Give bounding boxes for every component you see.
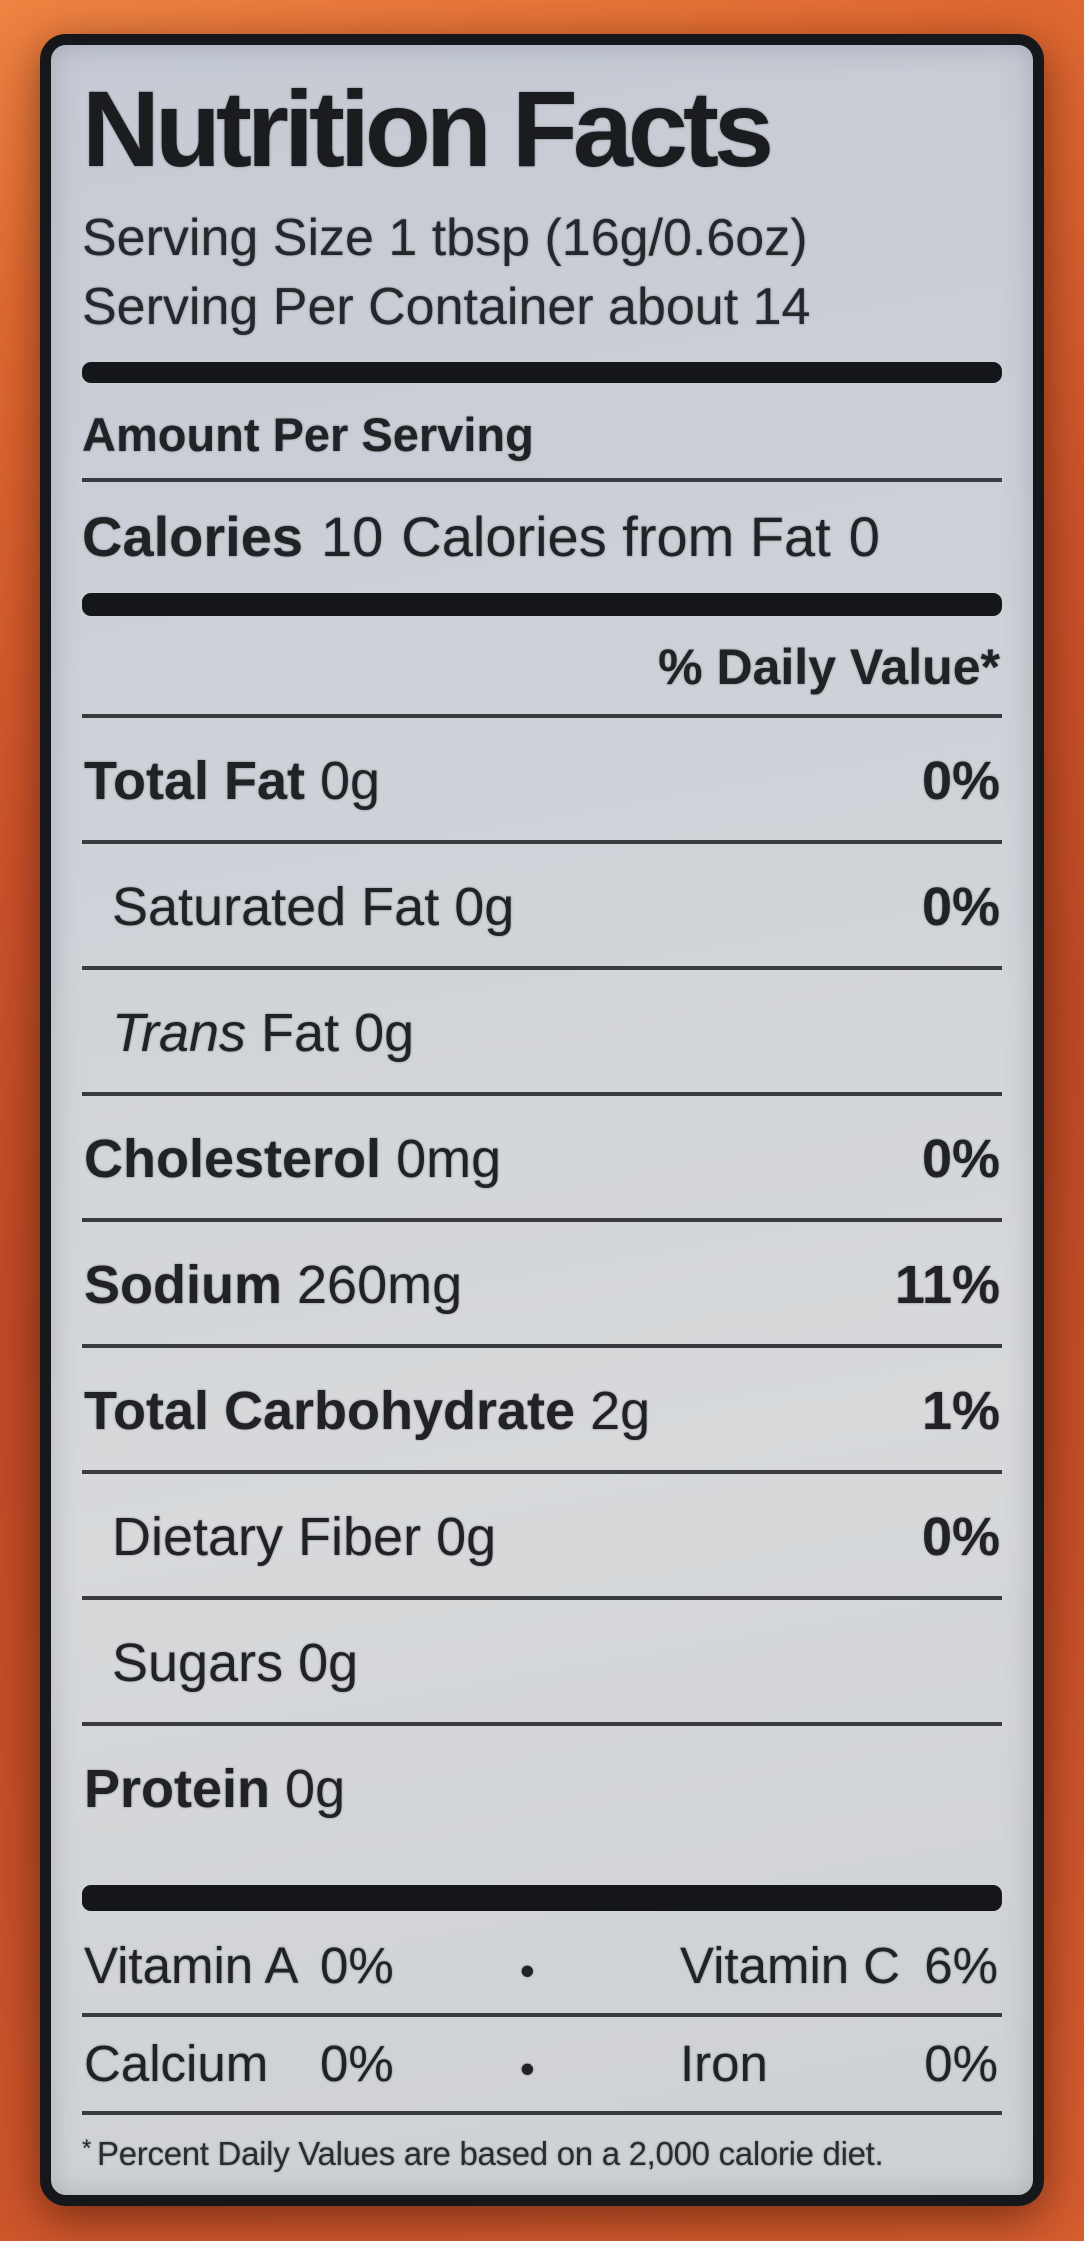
footnote-asterisk: * xyxy=(82,2135,92,2162)
daily-value-footnote: * Percent Daily Values are based on a 2,0… xyxy=(82,2115,1002,2177)
nutrient-name-amount: Dietary Fiber 0g xyxy=(112,1506,497,1567)
vitamin-left-name: Vitamin A xyxy=(84,1937,299,1994)
row-calcium-iron: Calcium 0% • Iron 0% xyxy=(82,2017,1002,2115)
nutrient-name-amount: Cholesterol 0mg xyxy=(84,1128,502,1189)
thick-divider-bar xyxy=(82,592,1002,616)
footnote-text: Percent Daily Values are based on a 2,00… xyxy=(97,2135,884,2172)
nutrient-name-amount: Sugars 0g xyxy=(112,1632,359,1693)
row-cholesterol: Cholesterol 0mg 0% xyxy=(82,1096,1002,1222)
servings-per-container-line: Serving Per Container about 14 xyxy=(82,278,811,337)
thick-divider-bar xyxy=(82,1885,1002,1911)
nutrient-name-amount: Saturated Fat 0g xyxy=(112,876,515,937)
nutrient-dv: 0% xyxy=(921,1128,1000,1189)
vitamin-left-name: Calcium xyxy=(84,2035,269,2092)
row-total-fat: Total Fat 0g 0% xyxy=(82,718,1002,844)
vitamin-left-value: 0% xyxy=(320,2035,394,2092)
bullet-icon: • xyxy=(520,2045,535,2092)
nutrition-label: Nutrition Facts Serving Size 1 tbsp (16g… xyxy=(40,34,1044,2206)
nutrient-name-amount: Trans Fat 0g xyxy=(112,1002,415,1063)
nutrient-name-amount: Total Fat 0g xyxy=(84,750,381,811)
row-trans-fat: Trans Fat 0g xyxy=(82,970,1002,1096)
calories-from-fat-label: Calories from Fat xyxy=(401,504,831,568)
label-title: Nutrition Facts xyxy=(82,68,774,189)
calories-label: Calories xyxy=(82,504,303,568)
calories-value: 10 xyxy=(321,504,384,568)
daily-value-header: % Daily Value* xyxy=(82,630,1002,718)
nutrient-dv: 0% xyxy=(921,1506,1000,1567)
row-dietary-fiber: Dietary Fiber 0g 0% xyxy=(82,1474,1002,1600)
row-total-carbohydrate: Total Carbohydrate 2g 1% xyxy=(82,1348,1002,1474)
row-saturated-fat: Saturated Fat 0g 0% xyxy=(82,844,1002,970)
serving-size-line: Serving Size 1 tbsp (16g/0.6oz) xyxy=(82,209,808,268)
vitamin-right-name: Vitamin C xyxy=(680,1937,901,1994)
calories-line: Calories 10 Calories from Fat 0 xyxy=(82,482,1002,593)
nutrient-dv: 11% xyxy=(894,1254,1000,1315)
vitamin-right-value: 0% xyxy=(924,2035,998,2092)
vitamin-left-value: 0% xyxy=(320,1937,394,1994)
nutrient-dv: 0% xyxy=(921,750,1000,811)
vitamin-right-name: Iron xyxy=(680,2035,768,2092)
row-vitamin-a-c: Vitamin A 0% • Vitamin C 6% xyxy=(82,1919,1002,2017)
nutrient-dv: 0% xyxy=(921,876,1000,937)
bullet-icon: • xyxy=(520,1947,535,1994)
amount-per-serving-header: Amount Per Serving xyxy=(82,395,1002,482)
calories-from-fat-value: 0 xyxy=(848,504,880,568)
nutrient-dv: 1% xyxy=(921,1380,1000,1441)
nutrient-name-amount: Protein 0g xyxy=(84,1758,346,1819)
vitamin-right-value: 6% xyxy=(924,1937,998,1994)
nutrient-name-amount: Total Carbohydrate 2g xyxy=(84,1380,651,1441)
row-protein: Protein 0g xyxy=(82,1726,1002,1848)
nutrient-name-amount: Sodium 260mg xyxy=(84,1254,463,1315)
row-sodium: Sodium 260mg 11% xyxy=(82,1222,1002,1348)
row-sugars: Sugars 0g xyxy=(82,1600,1002,1726)
thick-divider-bar xyxy=(82,361,1002,383)
